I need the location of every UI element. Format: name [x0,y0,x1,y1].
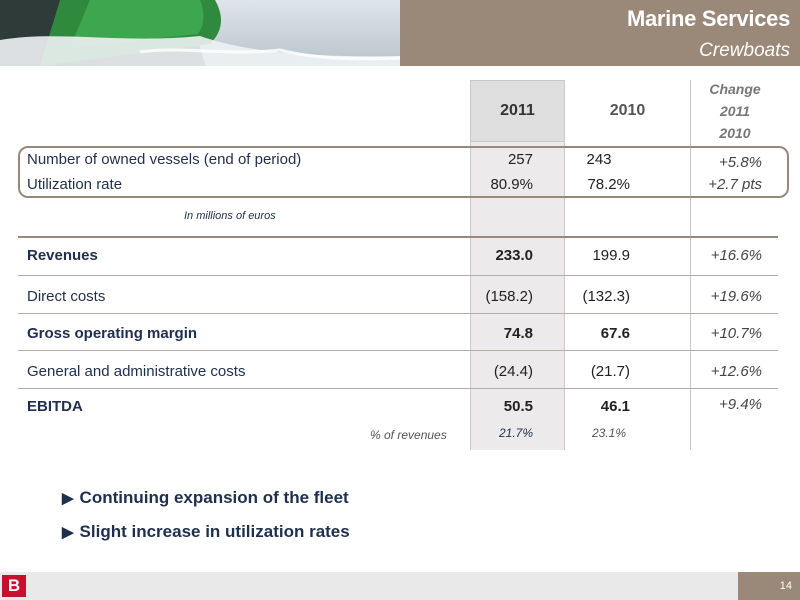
row-divider [18,350,778,351]
column-header-2011: 2011 [500,102,535,119]
utilization-2010: 78.2% [587,176,630,193]
column-separator [690,80,691,450]
change-header-line3: 2010 [719,125,751,141]
page-subtitle: Crewboats [699,40,790,61]
row-label-revenues: Revenues [27,247,98,264]
pct-revenues-2010: 23.1% [592,426,627,440]
bullet-item: ▶ Slight increase in utilization rates [62,522,350,542]
row-divider [18,388,778,389]
ebitda-change: +9.4% [719,396,762,413]
pct-revenues-2011: 21.7% [498,426,533,440]
bullet-text: Slight increase in utilization rates [79,522,350,541]
operational-kpi-box [18,146,789,198]
triangle-bullet-icon: ▶ [62,490,74,507]
gross-margin-2011: 74.8 [503,325,533,342]
bullet-item: ▶ Continuing expansion of the fleet [62,488,349,508]
vessels-change: +5.8% [719,154,762,171]
change-header-line1: Change [709,81,761,97]
bullet-text: Continuing expansion of the fleet [79,488,349,507]
utilization-change: +2.7 pts [708,176,762,193]
vessels-2011: 257 [507,151,533,168]
direct-costs-2011: (158.2) [485,288,533,305]
revenues-2010: 199.9 [592,247,630,264]
change-header-line2: 2011 [719,103,751,119]
revenues-change: +16.6% [710,247,762,264]
page-number: 14 [738,572,800,600]
ebitda-2010: 46.1 [600,398,630,415]
row-divider [18,275,778,276]
ga-costs-2011: (24.4) [493,363,533,380]
footer-bar [0,572,800,600]
gross-margin-change: +10.7% [710,325,762,342]
gross-margin-2010: 67.6 [600,325,630,342]
company-logo: B [2,575,26,597]
row-label-pct-revenues: % of revenues [370,428,447,442]
crewboat-photo [0,0,400,66]
row-label-ga-costs: General and administrative costs [27,363,246,380]
ga-costs-change: +12.6% [710,363,762,380]
vessels-2010: 243 [586,151,612,168]
row-label-vessels: Number of owned vessels (end of period) [27,151,302,168]
utilization-2011: 80.9% [490,176,533,193]
row-label-gross-margin: Gross operating margin [27,325,198,342]
revenues-2011: 233.0 [495,247,533,264]
ebitda-2011: 50.5 [503,398,533,415]
row-divider [18,236,778,238]
row-label-direct-costs: Direct costs [27,288,106,305]
column-header-change: Change 2011 2010 [690,78,780,144]
column-2011-header-cell [470,80,565,142]
triangle-bullet-icon: ▶ [62,524,74,541]
direct-costs-2010: (132.3) [582,288,630,305]
row-label-ebitda: EBITDA [27,398,83,415]
unit-note: In millions of euros [184,210,276,222]
direct-costs-change: +19.6% [710,288,762,305]
row-divider [18,313,778,314]
row-label-utilization: Utilization rate [27,176,123,193]
column-header-2010: 2010 [609,102,646,119]
ga-costs-2010: (21.7) [590,363,630,380]
page-title: Marine Services [626,6,790,31]
